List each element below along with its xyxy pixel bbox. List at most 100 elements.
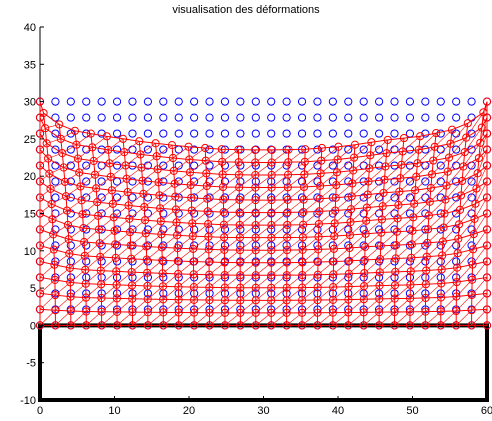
original-node bbox=[66, 129, 75, 138]
original-node bbox=[405, 193, 415, 202]
original-node bbox=[390, 193, 399, 202]
original-node bbox=[51, 193, 60, 202]
original-node bbox=[220, 129, 230, 138]
deformed-diagonal-line bbox=[271, 212, 288, 226]
deformed-row-line bbox=[39, 229, 488, 251]
deformed-node bbox=[93, 198, 102, 207]
original-node bbox=[405, 241, 415, 250]
deformed-node bbox=[297, 321, 307, 330]
deformed-node bbox=[313, 295, 322, 305]
deformed-diagonal-line bbox=[49, 167, 64, 174]
deformed-diagonal-line bbox=[76, 133, 92, 145]
original-node bbox=[112, 129, 122, 138]
deformed-diagonal-line bbox=[450, 123, 469, 144]
original-node bbox=[112, 161, 122, 170]
deformed-diagonal-line bbox=[39, 143, 47, 150]
deformed-node bbox=[126, 241, 135, 250]
deformed-diagonal-line bbox=[66, 200, 82, 211]
deformed-node bbox=[360, 255, 369, 265]
deformed-node bbox=[314, 232, 323, 241]
deformed-node bbox=[155, 191, 164, 200]
deformed-node bbox=[234, 145, 243, 154]
deformed-node bbox=[109, 213, 118, 222]
deformed-diagonal-line bbox=[271, 249, 288, 263]
deformed-node bbox=[430, 142, 439, 151]
deformed-node bbox=[482, 273, 492, 282]
original-node bbox=[97, 257, 106, 266]
original-node bbox=[236, 129, 245, 138]
deformed-node bbox=[284, 145, 293, 154]
deformed-node bbox=[426, 183, 435, 193]
deformed-node bbox=[283, 170, 293, 179]
deformed-node bbox=[471, 199, 480, 208]
deformed-node bbox=[436, 321, 445, 330]
deformed-diagonal-line bbox=[464, 127, 483, 153]
deformed-node bbox=[128, 294, 137, 303]
deformed-node bbox=[42, 139, 51, 148]
deformed-node bbox=[127, 281, 137, 290]
deformed-node bbox=[251, 221, 260, 230]
deformed-diagonal-line bbox=[46, 138, 61, 144]
deformed-diagonal-line bbox=[301, 287, 318, 301]
deformed-node bbox=[121, 161, 130, 170]
original-node bbox=[359, 129, 368, 138]
deformed-diagonal-line bbox=[463, 142, 481, 167]
original-node bbox=[112, 145, 122, 154]
deformed-node bbox=[329, 283, 338, 292]
original-node bbox=[82, 257, 91, 266]
original-node bbox=[82, 273, 91, 282]
original-node bbox=[375, 273, 384, 282]
deformed-node bbox=[251, 145, 260, 155]
deformed-node bbox=[35, 273, 45, 282]
deformed-node bbox=[463, 119, 472, 128]
deformed-node bbox=[158, 282, 168, 291]
deformed-node bbox=[220, 321, 230, 330]
deformed-diagonal-line bbox=[394, 311, 411, 326]
deformed-diagonal-line bbox=[162, 247, 178, 261]
deformed-node bbox=[300, 157, 309, 166]
deformed-node bbox=[187, 193, 196, 202]
deformed-diagonal-line bbox=[39, 249, 55, 262]
deformed-diagonal-line bbox=[156, 144, 173, 157]
deformed-diagonal-line bbox=[172, 146, 189, 159]
deformed-diagonal-line bbox=[60, 130, 76, 140]
deformed-node bbox=[453, 249, 462, 258]
deformed-node bbox=[136, 150, 145, 159]
deformed-node bbox=[217, 145, 226, 154]
deformed-node bbox=[65, 249, 74, 258]
deformed-node bbox=[377, 228, 386, 237]
deformed-node bbox=[313, 257, 323, 267]
deformed-node bbox=[314, 219, 323, 229]
deformed-node bbox=[468, 275, 477, 284]
original-node bbox=[359, 97, 368, 106]
original-node bbox=[51, 97, 60, 106]
deformed-node bbox=[456, 191, 466, 200]
deformed-node bbox=[102, 132, 111, 141]
deformed-node bbox=[442, 181, 451, 190]
deformed-node bbox=[47, 199, 56, 209]
original-node bbox=[190, 129, 199, 138]
deformed-diagonal-line bbox=[224, 287, 241, 301]
deformed-node bbox=[398, 147, 407, 156]
deformed-diagonal-line bbox=[62, 144, 77, 154]
deformed-diagonal-line bbox=[126, 167, 142, 180]
deformed-node bbox=[173, 256, 182, 266]
original-node bbox=[251, 97, 260, 106]
deformed-node bbox=[185, 155, 194, 164]
deformed-node bbox=[236, 321, 245, 330]
original-node bbox=[328, 113, 337, 122]
deformed-node bbox=[413, 159, 422, 168]
original-node bbox=[236, 113, 245, 122]
deformed-diagonal-line bbox=[124, 141, 140, 153]
original-node bbox=[313, 209, 322, 218]
deformed-node bbox=[455, 205, 465, 214]
original-node bbox=[436, 97, 445, 106]
deformed-node bbox=[50, 260, 59, 269]
deformed-row-line bbox=[39, 165, 488, 201]
deformed-diagonal-line bbox=[477, 149, 488, 174]
deformed-node bbox=[185, 168, 195, 177]
deformed-node bbox=[267, 221, 276, 230]
original-node bbox=[82, 161, 91, 170]
original-node bbox=[66, 145, 75, 154]
deformed-node bbox=[220, 233, 229, 242]
